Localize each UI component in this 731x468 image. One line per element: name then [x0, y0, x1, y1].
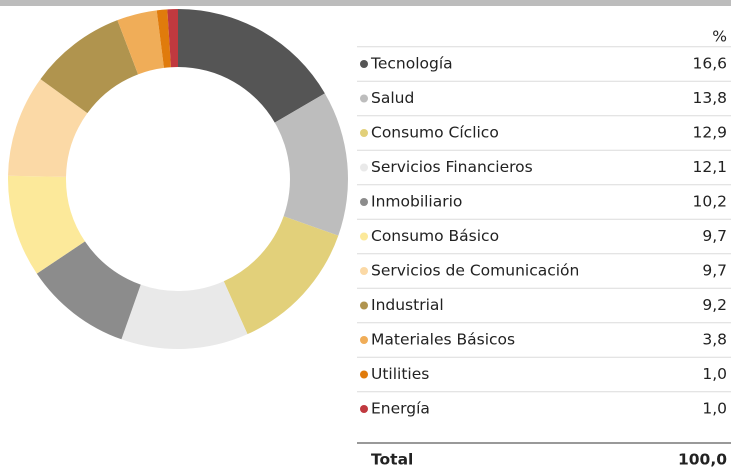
category-label: Consumo Básico: [371, 227, 499, 245]
slice: [178, 9, 325, 123]
category-label: Servicios de Comunicación: [371, 262, 579, 280]
value-label: 12,9: [692, 124, 727, 142]
legend-dot: [360, 370, 368, 379]
legend-dot: [360, 301, 368, 310]
slice: [8, 175, 85, 274]
category-label: Consumo Cíclico: [371, 124, 499, 142]
value-header: %: [712, 28, 727, 46]
slice: [36, 241, 141, 340]
slice: [274, 93, 348, 236]
legend-dot: [360, 336, 368, 344]
slice: [40, 20, 139, 114]
slice: [156, 9, 171, 68]
category-label: Industrial: [371, 296, 444, 314]
slice: [223, 216, 339, 335]
value-label: 9,7: [702, 227, 727, 245]
top-bar: [0, 0, 731, 6]
value-label: 16,6: [692, 55, 727, 73]
value-label: 9,2: [702, 296, 727, 314]
legend-dot: [360, 232, 368, 241]
category-label: Inmobiliario: [371, 193, 462, 211]
value-label: 1,0: [702, 365, 727, 383]
legend-dot: [360, 163, 368, 172]
value-label: 10,2: [692, 193, 727, 211]
legend-dot: [360, 405, 368, 413]
slice: [117, 10, 164, 75]
category-label: Tecnología: [370, 55, 453, 73]
category-label: Materiales Básicos: [371, 331, 515, 349]
legend-dot: [360, 60, 368, 68]
total-label: Total: [371, 451, 413, 468]
legend-dot: [360, 129, 368, 137]
legend-dot: [360, 94, 368, 103]
value-label: 12,1: [692, 158, 727, 176]
slice: [8, 79, 88, 177]
slice: [167, 9, 178, 68]
category-label: Servicios Financieros: [371, 158, 533, 176]
slice: [121, 281, 248, 349]
value-label: 9,7: [702, 262, 727, 280]
category-label: Energía: [371, 400, 430, 418]
legend-dot: [360, 198, 368, 206]
category-label: Salud: [371, 89, 414, 107]
value-label: 1,0: [702, 400, 727, 418]
category-label: Utilities: [371, 365, 429, 383]
legend-dot: [360, 267, 368, 275]
total-value: 100,0: [678, 451, 727, 468]
value-label: 3,8: [702, 331, 727, 349]
value-label: 13,8: [692, 89, 727, 107]
